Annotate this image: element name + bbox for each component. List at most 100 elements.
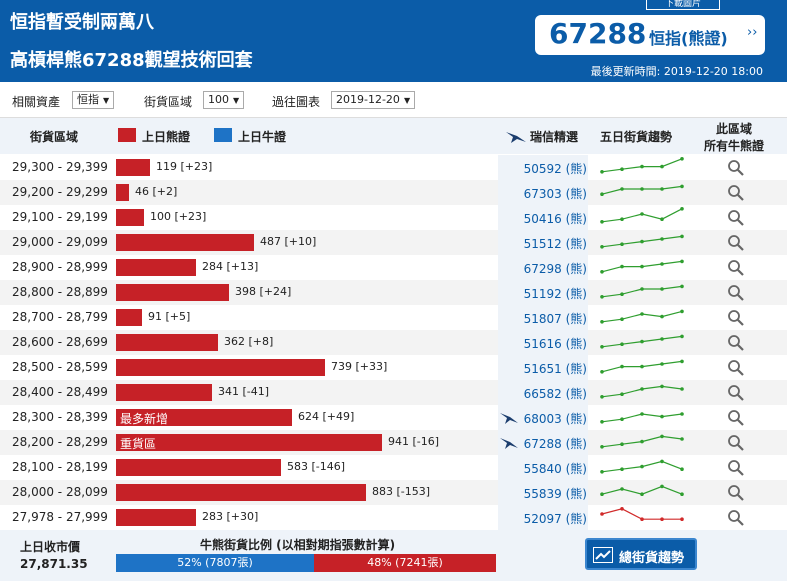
sparkline-point — [620, 317, 624, 321]
zone-tag: 最多新增 — [120, 412, 169, 426]
featured-warrant-code: 67288 — [549, 17, 647, 50]
bear-volume-bar: 重貨區 — [116, 434, 382, 451]
bear-volume-bar — [116, 209, 144, 226]
bear-volume-bar — [116, 384, 212, 401]
warrant-code-link[interactable]: 51807 (熊) — [523, 312, 587, 326]
table-row: 28,800 - 28,899 398 [+24] 51192 (熊) — [0, 280, 787, 305]
sparkline-point — [640, 239, 644, 244]
warrant-code-link[interactable]: 66582 (熊) — [523, 387, 587, 401]
warrant-code-link[interactable]: 55840 (熊) — [523, 462, 587, 476]
volume-change: [+13] — [226, 260, 259, 273]
sparkline-point — [620, 217, 624, 221]
warrant-code-link[interactable]: 67288 (熊) — [523, 437, 587, 451]
ubs-pick-cell — [498, 330, 588, 355]
volume-change: [+23] — [180, 160, 213, 173]
volume-count: 119 [+23] — [156, 160, 212, 173]
warrant-code-link[interactable]: 50592 (熊) — [523, 162, 587, 176]
warrant-code-link[interactable]: 55839 (熊) — [523, 487, 587, 501]
table-row: 29,000 - 29,099 487 [+10] 51512 (熊) — [0, 230, 787, 255]
featured-warrant-box[interactable]: 67288 恒指(熊證) ›› — [535, 15, 765, 55]
warrant-code-link[interactable]: 52097 (熊) — [523, 512, 587, 526]
legend-bear-label: 上日熊證 — [142, 130, 191, 144]
volume-change: [-41] — [242, 385, 270, 398]
ubs-pick-cell — [498, 380, 588, 405]
volume-count: 583 [-146] — [287, 460, 345, 473]
search-icon[interactable] — [727, 334, 745, 352]
history-date-select[interactable]: 2019-12-20 ▼ — [331, 91, 416, 109]
sparkline-point — [680, 517, 684, 521]
sparkline-point — [600, 320, 604, 324]
zone-range: 29,000 - 29,099 — [12, 235, 108, 249]
download-image-button[interactable]: 下載圖片 — [646, 0, 720, 10]
table-row: 28,400 - 28,499 341 [-41] 66582 (熊) — [0, 380, 787, 405]
sparkline-point — [640, 517, 644, 521]
search-icon[interactable] — [727, 384, 745, 402]
col-all-warrants-line2: 所有牛熊證 — [704, 139, 765, 153]
ubs-pick-cell — [498, 205, 588, 230]
warrant-code-link[interactable]: 51512 (熊) — [523, 237, 587, 251]
bear-volume-bar — [116, 259, 196, 276]
warrant-code-link[interactable]: 51616 (熊) — [523, 337, 587, 351]
zone-select-value: 100 — [208, 93, 229, 106]
volume-change: [+24] — [259, 285, 292, 298]
search-icon[interactable] — [727, 159, 745, 177]
zone-select[interactable]: 100 ▼ — [203, 91, 245, 109]
sparkline-point — [680, 259, 684, 264]
search-icon[interactable] — [727, 309, 745, 327]
volume-value: 362 — [224, 335, 245, 348]
volume-change: [+23] — [174, 210, 207, 223]
search-icon[interactable] — [727, 184, 745, 202]
bear-volume-bar — [116, 159, 150, 176]
zone-range: 28,300 - 28,399 — [12, 410, 108, 424]
volume-value: 284 — [202, 260, 223, 273]
legend-bull-label: 上日牛證 — [238, 130, 287, 144]
search-icon[interactable] — [727, 259, 745, 277]
sparkline-point — [620, 167, 624, 171]
sparkline-point — [620, 242, 624, 246]
last-updated: 最後更新時間: 2019-12-20 18:00 — [590, 65, 763, 78]
search-icon[interactable] — [727, 359, 745, 377]
warrant-code-link[interactable]: 68003 (熊) — [523, 412, 587, 426]
warrant-code-link[interactable]: 67298 (熊) — [523, 262, 587, 276]
table-row: 28,100 - 28,199 583 [-146] 55840 (熊) — [0, 455, 787, 480]
sparkline-point — [600, 170, 604, 174]
five-day-sparkline — [600, 384, 684, 399]
sparkline-point — [600, 270, 604, 274]
sparkline-point — [600, 445, 604, 449]
chevron-right-icon: ›› — [747, 25, 758, 40]
bear-volume-bar — [116, 334, 218, 351]
total-trend-button[interactable]: 總街貨趨勢 — [585, 538, 697, 570]
sparkline-point — [680, 234, 684, 239]
volume-change: [+5] — [165, 310, 191, 323]
volume-count: 283 [+30] — [202, 510, 258, 523]
search-icon[interactable] — [727, 409, 745, 427]
table-row: 28,200 - 28,299 重貨區 941 [-16] 67288 (熊) — [0, 430, 787, 455]
warrant-code-link[interactable]: 51651 (熊) — [523, 362, 587, 376]
five-day-sparkline — [600, 284, 684, 299]
sparkline-point — [600, 295, 604, 299]
sparkline-point — [660, 217, 664, 221]
volume-value: 583 — [287, 460, 308, 473]
sparkline-point — [640, 439, 644, 444]
sparkline-point — [660, 517, 664, 521]
search-icon[interactable] — [727, 434, 745, 452]
search-icon[interactable] — [727, 234, 745, 252]
asset-select[interactable]: 恒指 ▼ — [72, 91, 115, 109]
warrant-code-link[interactable]: 67303 (熊) — [523, 187, 587, 201]
warrant-code-link[interactable]: 50416 (熊) — [523, 212, 587, 226]
sparkline-point — [640, 287, 644, 291]
sparkline-point — [660, 262, 664, 266]
search-icon[interactable] — [727, 209, 745, 227]
bear-volume-bar — [116, 309, 142, 326]
bear-volume-bar — [116, 484, 366, 501]
search-icon[interactable] — [727, 284, 745, 302]
five-day-sparkline — [600, 507, 684, 521]
search-icon[interactable] — [727, 484, 745, 502]
volume-value: 941 — [388, 435, 409, 448]
warrant-code-link[interactable]: 51192 (熊) — [523, 287, 587, 301]
five-day-sparkline — [600, 157, 684, 174]
search-icon[interactable] — [727, 509, 745, 527]
col-zone: 街貨區域 — [30, 130, 79, 144]
table-row: 29,100 - 29,199 100 [+23] 50416 (熊) — [0, 205, 787, 230]
search-icon[interactable] — [727, 459, 745, 477]
